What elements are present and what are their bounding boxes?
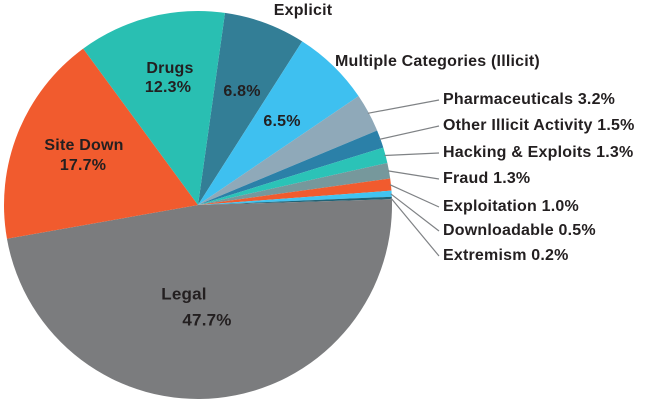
leader-line-pharmaceuticals: [367, 99, 440, 114]
pie-slice-drugs: [83, 11, 225, 205]
label-explicit: Explicit: [273, 2, 333, 19]
label-site-down: Site Down: [44, 137, 124, 154]
pie-slice-downloadable: [198, 190, 392, 205]
pie-slice-extremism: [198, 196, 392, 205]
label-explicit-pct: 6.8%: [223, 83, 261, 100]
callout-label-hacking-exploits: Hacking & Exploits 1.3%: [443, 144, 634, 161]
callout-label-pharmaceuticals: Pharmaceuticals 3.2%: [443, 91, 616, 108]
leader-line-other-illicit-activity: [379, 125, 440, 140]
label-legal-pct: 47.7%: [182, 310, 232, 330]
callout-label-downloadable: Downloadable 0.5%: [443, 222, 596, 239]
leader-line-extremism: [390, 197, 440, 257]
pie-slice-fraud: [198, 162, 391, 205]
leader-line-exploitation: [389, 184, 440, 208]
label-legal: Legal: [161, 284, 207, 304]
leader-line-hacking-exploits: [384, 152, 440, 157]
label-multiple-categories-pct: 6.5%: [263, 113, 301, 130]
pie-slice-multiple-categories-illicit: [198, 41, 359, 205]
label-drugs-pct: 12.3%: [144, 79, 192, 96]
pie-slice-other-illicit-activity: [198, 130, 384, 205]
callout-label-exploitation: Exploitation 1.0%: [443, 198, 579, 215]
callout-label-fraud: Fraud 1.3%: [443, 170, 531, 187]
callout-label-extremism: Extremism 0.2%: [443, 247, 569, 264]
label-site-down-pct: 17.7%: [59, 157, 107, 174]
pie-slice-explicit: [198, 12, 303, 206]
pie-slice-pharmaceuticals: [198, 96, 378, 205]
leader-line-fraud: [387, 170, 440, 180]
label-multiple-categories: Multiple Categories (Illicit): [335, 53, 540, 70]
leader-line-downloadable: [390, 193, 440, 232]
pie-slice-legal: [6, 199, 392, 399]
pie-slice-exploitation: [198, 178, 392, 205]
callout-label-other-illicit-activity: Other Illicit Activity 1.5%: [443, 117, 635, 134]
pie-slice-hacking-exploits: [198, 147, 388, 205]
pie-slice-site-down: [4, 48, 198, 239]
label-drugs: Drugs: [146, 60, 194, 77]
